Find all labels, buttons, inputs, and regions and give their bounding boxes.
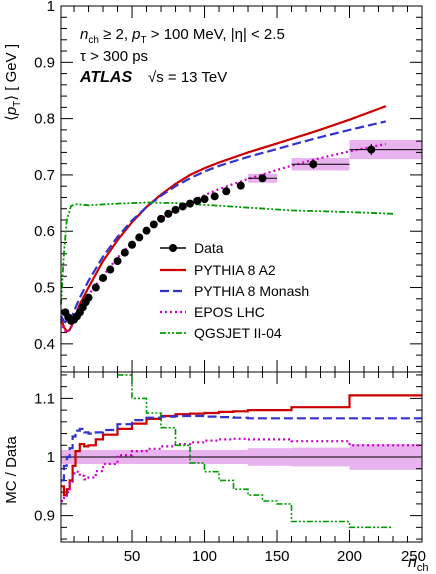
legend-entry-qgsjet: QGSJET II-04 [160, 325, 282, 341]
legend: Data PYTHIA 8 A2 PYTHIA 8 Monash EPOS LH… [160, 240, 309, 341]
main-y-tick-label: 0.8 [34, 111, 55, 128]
main-axis-ticks: 0.4 0.5 0.6 0.7 0.8 0.9 1 [34, 0, 423, 372]
ratio-plot-frame [60, 371, 423, 543]
main-y-tick-label: 0.7 [34, 167, 55, 184]
data-point [135, 233, 144, 242]
legend-entry-pythia8-monash: PYTHIA 8 Monash [160, 283, 309, 299]
main-panel: 0.4 0.5 0.6 0.7 0.8 0.9 1 ⟨pT⟩ [ GeV ] nch ≥ 2… [3, 0, 423, 373]
x-tick-label: 100 [192, 548, 217, 565]
svg-text:Data: Data [194, 240, 224, 256]
lifetime-annotation: τ > 300 ps [80, 48, 148, 65]
svg-text:PYTHIA 8 A2: PYTHIA 8 A2 [194, 262, 276, 278]
data-point [222, 187, 231, 196]
main-y-tick-label: 1 [47, 0, 55, 15]
ratio-curve-pythia-8-a2 [61, 394, 422, 497]
data-point [99, 273, 108, 282]
data-systematic-band-layer [248, 140, 422, 183]
x-tick-label: 150 [265, 548, 290, 565]
main-y-axis-label: ⟨pT⟩ [ GeV ] [3, 44, 23, 121]
main-y-tick-label: 0.6 [34, 223, 55, 240]
x-tick-label: 250 [401, 548, 426, 565]
data-point [200, 195, 209, 204]
data-point [149, 220, 158, 229]
ratio-curve-pythia-8-monash [61, 414, 422, 482]
legend-entry-pythia8-a2: PYTHIA 8 A2 [160, 262, 276, 278]
ratio-mc-curve-layer [61, 374, 422, 529]
data-points-layer [61, 143, 422, 325]
svg-text:PYTHIA 8 Monash: PYTHIA 8 Monash [194, 283, 309, 299]
ratio-y-tick-label: 1.1 [34, 390, 55, 407]
main-y-tick-label: 0.4 [34, 336, 55, 353]
main-y-tick-label: 0.9 [34, 54, 55, 71]
data-point [157, 214, 166, 223]
x-tick-label: 50 [124, 548, 141, 565]
data-point [171, 205, 180, 214]
data-point [113, 257, 122, 266]
data-point [236, 181, 245, 190]
data-point [367, 145, 376, 154]
legend-entry-data: Data [160, 240, 224, 256]
data-point [91, 283, 100, 292]
data-point [106, 265, 115, 274]
data-point [193, 196, 202, 205]
ratio-y-tick-label: 1 [47, 449, 55, 466]
data-point [309, 160, 318, 169]
atlas-label: ATLAS [79, 69, 132, 86]
svg-text:EPOS LHC: EPOS LHC [194, 304, 265, 320]
data-point [178, 202, 187, 211]
energy-annotation: √s = 13 TeV [148, 69, 227, 86]
data-point [258, 174, 267, 183]
mc-curve-qgsjet-ii-04 [60, 201, 394, 305]
data-point [120, 248, 129, 257]
data-point [210, 192, 219, 201]
data-point [128, 240, 137, 249]
ratio-panel: 0.9 1 1.1 50 100 150 200 250 MC / Data nch [3, 371, 429, 574]
ratio-y-axis-label: MC / Data [3, 436, 20, 504]
main-y-tick-label: 0.5 [34, 280, 55, 297]
svg-text:QGSJET II-04: QGSJET II-04 [194, 325, 282, 341]
data-point [186, 199, 195, 208]
data-point [142, 226, 151, 235]
x-tick-label: 200 [337, 548, 362, 565]
selection-annotation: nch ≥ 2, pT > 100 MeV, |η| < 2.5 [80, 26, 285, 46]
ratio-y-tick-label: 0.9 [34, 508, 55, 525]
legend-entry-epos-lhc: EPOS LHC [160, 304, 265, 320]
x-axis-label: nch [408, 554, 429, 574]
data-point [164, 209, 173, 218]
data-point [84, 293, 93, 302]
